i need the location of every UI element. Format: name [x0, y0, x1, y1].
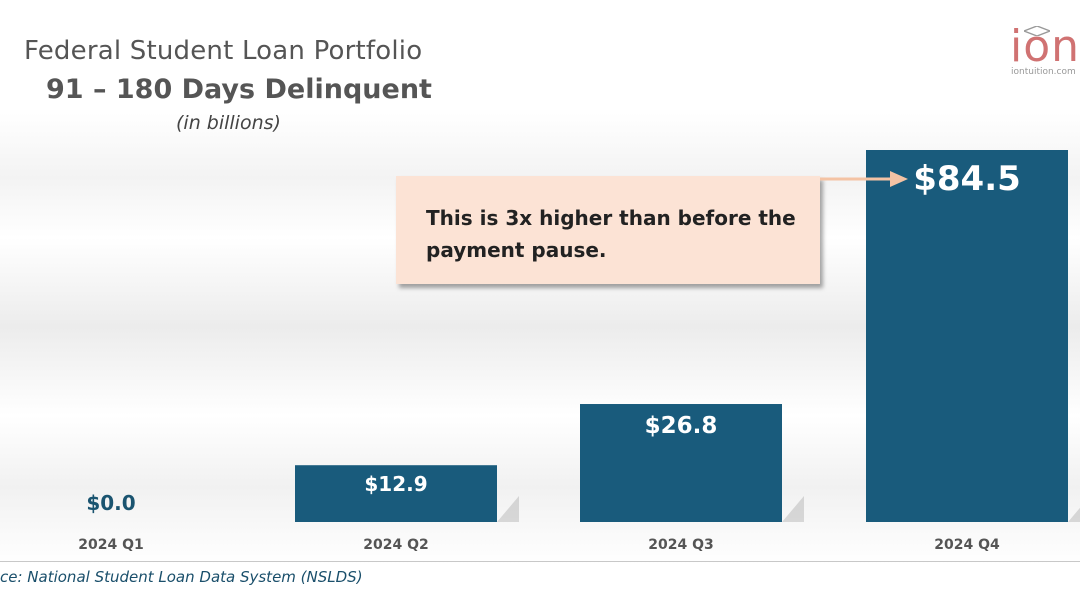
- callout-text: This is 3x higher than before the paymen…: [426, 206, 796, 262]
- ion-logo: ion iontuition.com: [1010, 22, 1080, 78]
- x-tick-label: 2024 Q4: [934, 537, 1000, 553]
- graduation-cap-icon: [1024, 26, 1050, 36]
- source-note: ce: National Student Loan Data System (N…: [0, 568, 363, 586]
- bar-2024-q4: [866, 150, 1068, 522]
- bar-shadow: [497, 496, 519, 522]
- chart-subtitle: (in billions): [176, 112, 281, 134]
- callout-arrow-icon: [820, 171, 908, 187]
- bar-shadow: [1068, 507, 1080, 522]
- bar-2024-q3: [580, 404, 782, 522]
- logo-wordmark: ion: [1010, 22, 1080, 72]
- x-tick-label: 2024 Q1: [78, 537, 143, 553]
- callout-box: This is 3x higher than before the paymen…: [396, 176, 820, 284]
- bar-2024-q2: [295, 465, 497, 522]
- data-label: $84.5: [913, 159, 1021, 199]
- data-label: $0.0: [86, 491, 135, 515]
- bar-shadow: [782, 496, 804, 522]
- data-label: $12.9: [364, 472, 427, 496]
- data-label: $26.8: [645, 413, 718, 439]
- x-tick-label: 2024 Q3: [648, 537, 713, 553]
- logo-site: iontuition.com: [1011, 67, 1076, 77]
- chart-title: Federal Student Loan Portfolio: [24, 36, 423, 66]
- x-tick-label: 2024 Q2: [363, 537, 428, 553]
- footer-divider: [0, 561, 1080, 562]
- chart-title-line2: 91 – 180 Days Delinquent: [46, 74, 432, 105]
